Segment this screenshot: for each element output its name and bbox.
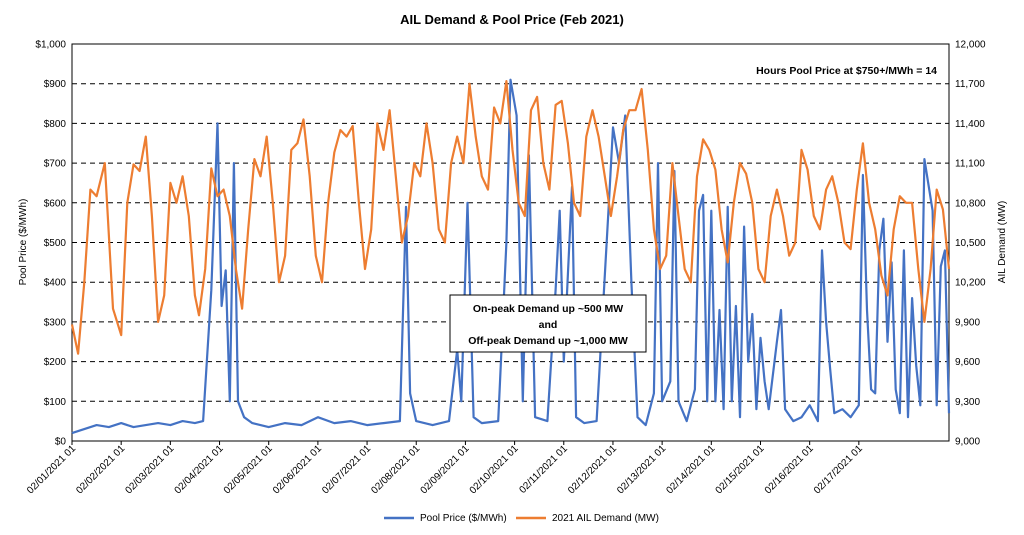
right-tick-label: 9,600	[955, 357, 980, 368]
ail-demand-series-line	[70, 80, 951, 355]
left-tick-label: $200	[44, 357, 67, 368]
left-tick-label: $900	[44, 79, 67, 90]
right-axis-label: AIL Demand (MW)	[997, 201, 1008, 283]
left-tick-label: $400	[44, 278, 67, 289]
left-axis-label: Pool Price ($/MWh)	[18, 199, 29, 286]
left-tick-label: $700	[44, 159, 67, 170]
plot-area-border	[71, 43, 950, 442]
x-tick-label: 02/17/2021 01	[812, 443, 865, 496]
x-tick-label: 02/10/2021 01	[468, 443, 521, 496]
left-tick-label: $1,000	[35, 40, 66, 51]
x-tick-label: 02/06/2021 01	[271, 443, 324, 496]
x-tick-label: 02/08/2021 01	[369, 443, 422, 496]
right-tick-label: 11,700	[955, 79, 985, 90]
left-tick-label: $300	[44, 317, 67, 328]
right-tick-label: 10,500	[955, 238, 986, 249]
right-tick-label: 11,400	[955, 119, 985, 130]
x-tick-label: 02/12/2021 01	[566, 443, 619, 496]
x-tick-label: 02/13/2021 01	[615, 443, 668, 496]
x-tick-label: 02/03/2021 01	[123, 443, 176, 496]
right-tick-label: 9,000	[955, 437, 980, 448]
annotation-box-frame	[449, 294, 647, 353]
hours-annotation: Hours Pool Price at $750+/MWh = 14	[756, 65, 937, 77]
chart-title: AIL Demand & Pool Price (Feb 2021)	[400, 12, 624, 27]
right-tick-label: 12,000	[955, 40, 986, 51]
left-tick-label: $500	[44, 238, 67, 249]
legend-label-pool-price: Pool Price ($/MWh)	[420, 513, 507, 524]
left-tick-label: $100	[44, 397, 67, 408]
x-tick-label: 02/01/2021 01	[25, 443, 78, 496]
annotation-line-1: On-peak Demand up ~500 MW	[473, 303, 623, 315]
x-tick-label: 02/05/2021 01	[222, 443, 275, 496]
right-tick-label: 11,100	[955, 159, 985, 170]
x-tick-label: 02/04/2021 01	[173, 443, 226, 496]
x-tick-label: 02/14/2021 01	[664, 443, 717, 496]
x-tick-label: 02/16/2021 01	[763, 443, 816, 496]
left-axis-ticks: $0 $100 $200 $300 $400 $500 $600 $700 $800 $900 $1…	[35, 40, 66, 448]
legend: Pool Price ($/MWh) 2021 AIL Demand (MW)	[384, 513, 659, 524]
right-axis-ticks: 9,000 9,300 9,600 9,900 10,200 10,500 10,800 11…	[955, 40, 986, 448]
x-tick-label: 02/15/2021 01	[714, 443, 767, 496]
legend-label-ail-demand: 2021 AIL Demand (MW)	[552, 513, 659, 524]
right-tick-label: 10,200	[955, 278, 986, 289]
left-tick-label: $0	[55, 437, 67, 448]
left-tick-label: $800	[44, 119, 67, 130]
pool-price-series-line	[71, 78, 951, 435]
right-tick-label: 9,300	[955, 397, 980, 408]
annotation-box: On-peak Demand up ~500 MW and Off-peak D…	[449, 294, 647, 353]
right-tick-label: 10,800	[955, 198, 986, 209]
x-tick-label: 02/11/2021 01	[517, 443, 570, 496]
left-tick-label: $600	[44, 198, 67, 209]
x-tick-label: 02/07/2021 01	[320, 443, 373, 496]
series-lines	[70, 78, 951, 435]
annotation-line-3: Off-peak Demand up ~1,000 MW	[468, 335, 628, 347]
right-tick-label: 9,900	[955, 317, 980, 328]
annotation-line-2: and	[539, 319, 558, 331]
x-tick-label: 02/02/2021 01	[74, 443, 127, 496]
x-tick-label: 02/09/2021 01	[419, 443, 472, 496]
